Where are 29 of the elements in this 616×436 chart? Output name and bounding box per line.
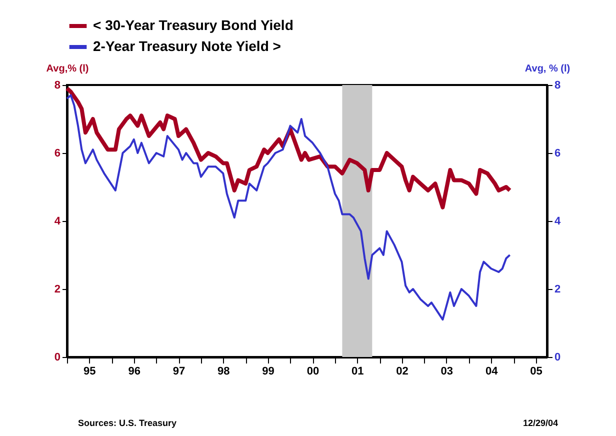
text: 12/29/04 [522, 418, 558, 428]
x-tick-label: 04 [486, 366, 499, 378]
y-tick-label: 4 [54, 216, 62, 228]
y2-tick-label: 8 [554, 80, 561, 92]
x-tick-label: 01 [352, 366, 364, 378]
x-tick-label: 95 [84, 366, 96, 378]
y-tick-label: 2 [54, 284, 60, 296]
line-series [66, 94, 511, 321]
line-series [65, 86, 512, 210]
y2-axis-title: Avg, % (l) [524, 64, 570, 74]
y-tick-label: 8 [54, 80, 60, 92]
x-tick-label: 03 [440, 366, 454, 378]
x-tick-label: 96 [128, 366, 140, 378]
y2-tick-label: 2 [554, 284, 561, 296]
legend-label: 2-Year Treasury Note Yield > [93, 38, 281, 54]
x-tick-label: 97 [172, 366, 186, 378]
x-tick-label: 99 [262, 366, 274, 378]
x-tick-label: 02 [396, 366, 408, 378]
y-tick-label: 6 [54, 148, 60, 160]
y-tick-label: 0 [54, 352, 60, 364]
y2-tick-label: 4 [554, 216, 562, 228]
x-tick-label: 05 [530, 366, 542, 378]
y2-tick-label: 6 [554, 148, 561, 160]
x-tick-label: 00 [306, 366, 320, 378]
y-axis-title: Avg,% (l) [46, 64, 89, 74]
x-tick-label: 98 [218, 366, 230, 378]
legend-label: < 30-Year Treasury Bond Yield [93, 17, 294, 33]
y2-tick-label: 0 [554, 352, 561, 364]
source-note: Sources: U.S. Treasury [78, 418, 177, 428]
